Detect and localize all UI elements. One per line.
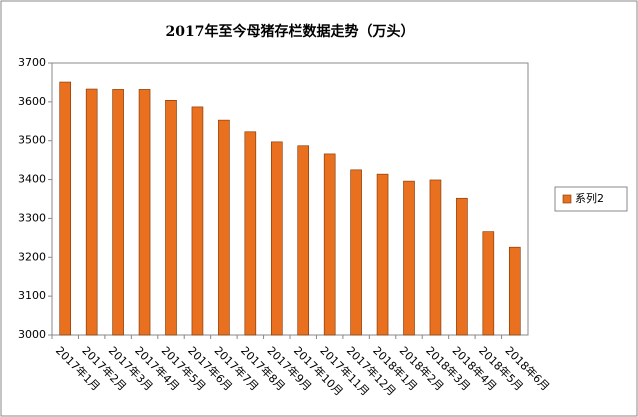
y-tick-label: 3300 bbox=[18, 211, 46, 224]
bar bbox=[482, 231, 495, 336]
bar bbox=[376, 173, 389, 336]
bar bbox=[112, 89, 124, 336]
bar bbox=[323, 153, 336, 336]
bar bbox=[403, 180, 415, 336]
y-tick-label: 3100 bbox=[18, 289, 46, 302]
bar bbox=[350, 169, 362, 336]
y-tick-label: 3500 bbox=[18, 134, 46, 147]
y-tick-label: 3000 bbox=[18, 328, 46, 341]
bar bbox=[508, 246, 521, 336]
y-tick-label: 3400 bbox=[18, 173, 46, 186]
bar bbox=[297, 145, 310, 336]
bar bbox=[165, 100, 177, 336]
bar bbox=[429, 179, 442, 336]
bar bbox=[85, 88, 98, 336]
legend-swatch bbox=[562, 194, 572, 204]
y-tick-label: 3700 bbox=[18, 56, 46, 69]
bar bbox=[138, 89, 151, 336]
bar bbox=[244, 131, 257, 336]
bar bbox=[456, 197, 468, 336]
bar bbox=[270, 141, 283, 336]
y-tick-label: 3600 bbox=[18, 95, 46, 108]
bar bbox=[59, 81, 72, 336]
y-tick-label: 3200 bbox=[18, 250, 46, 263]
bar bbox=[218, 119, 230, 336]
legend-label: 系列2 bbox=[575, 191, 604, 205]
bar bbox=[191, 106, 204, 336]
chart-title: 2017年至今母猪存栏数据走势（万头） bbox=[166, 23, 415, 40]
